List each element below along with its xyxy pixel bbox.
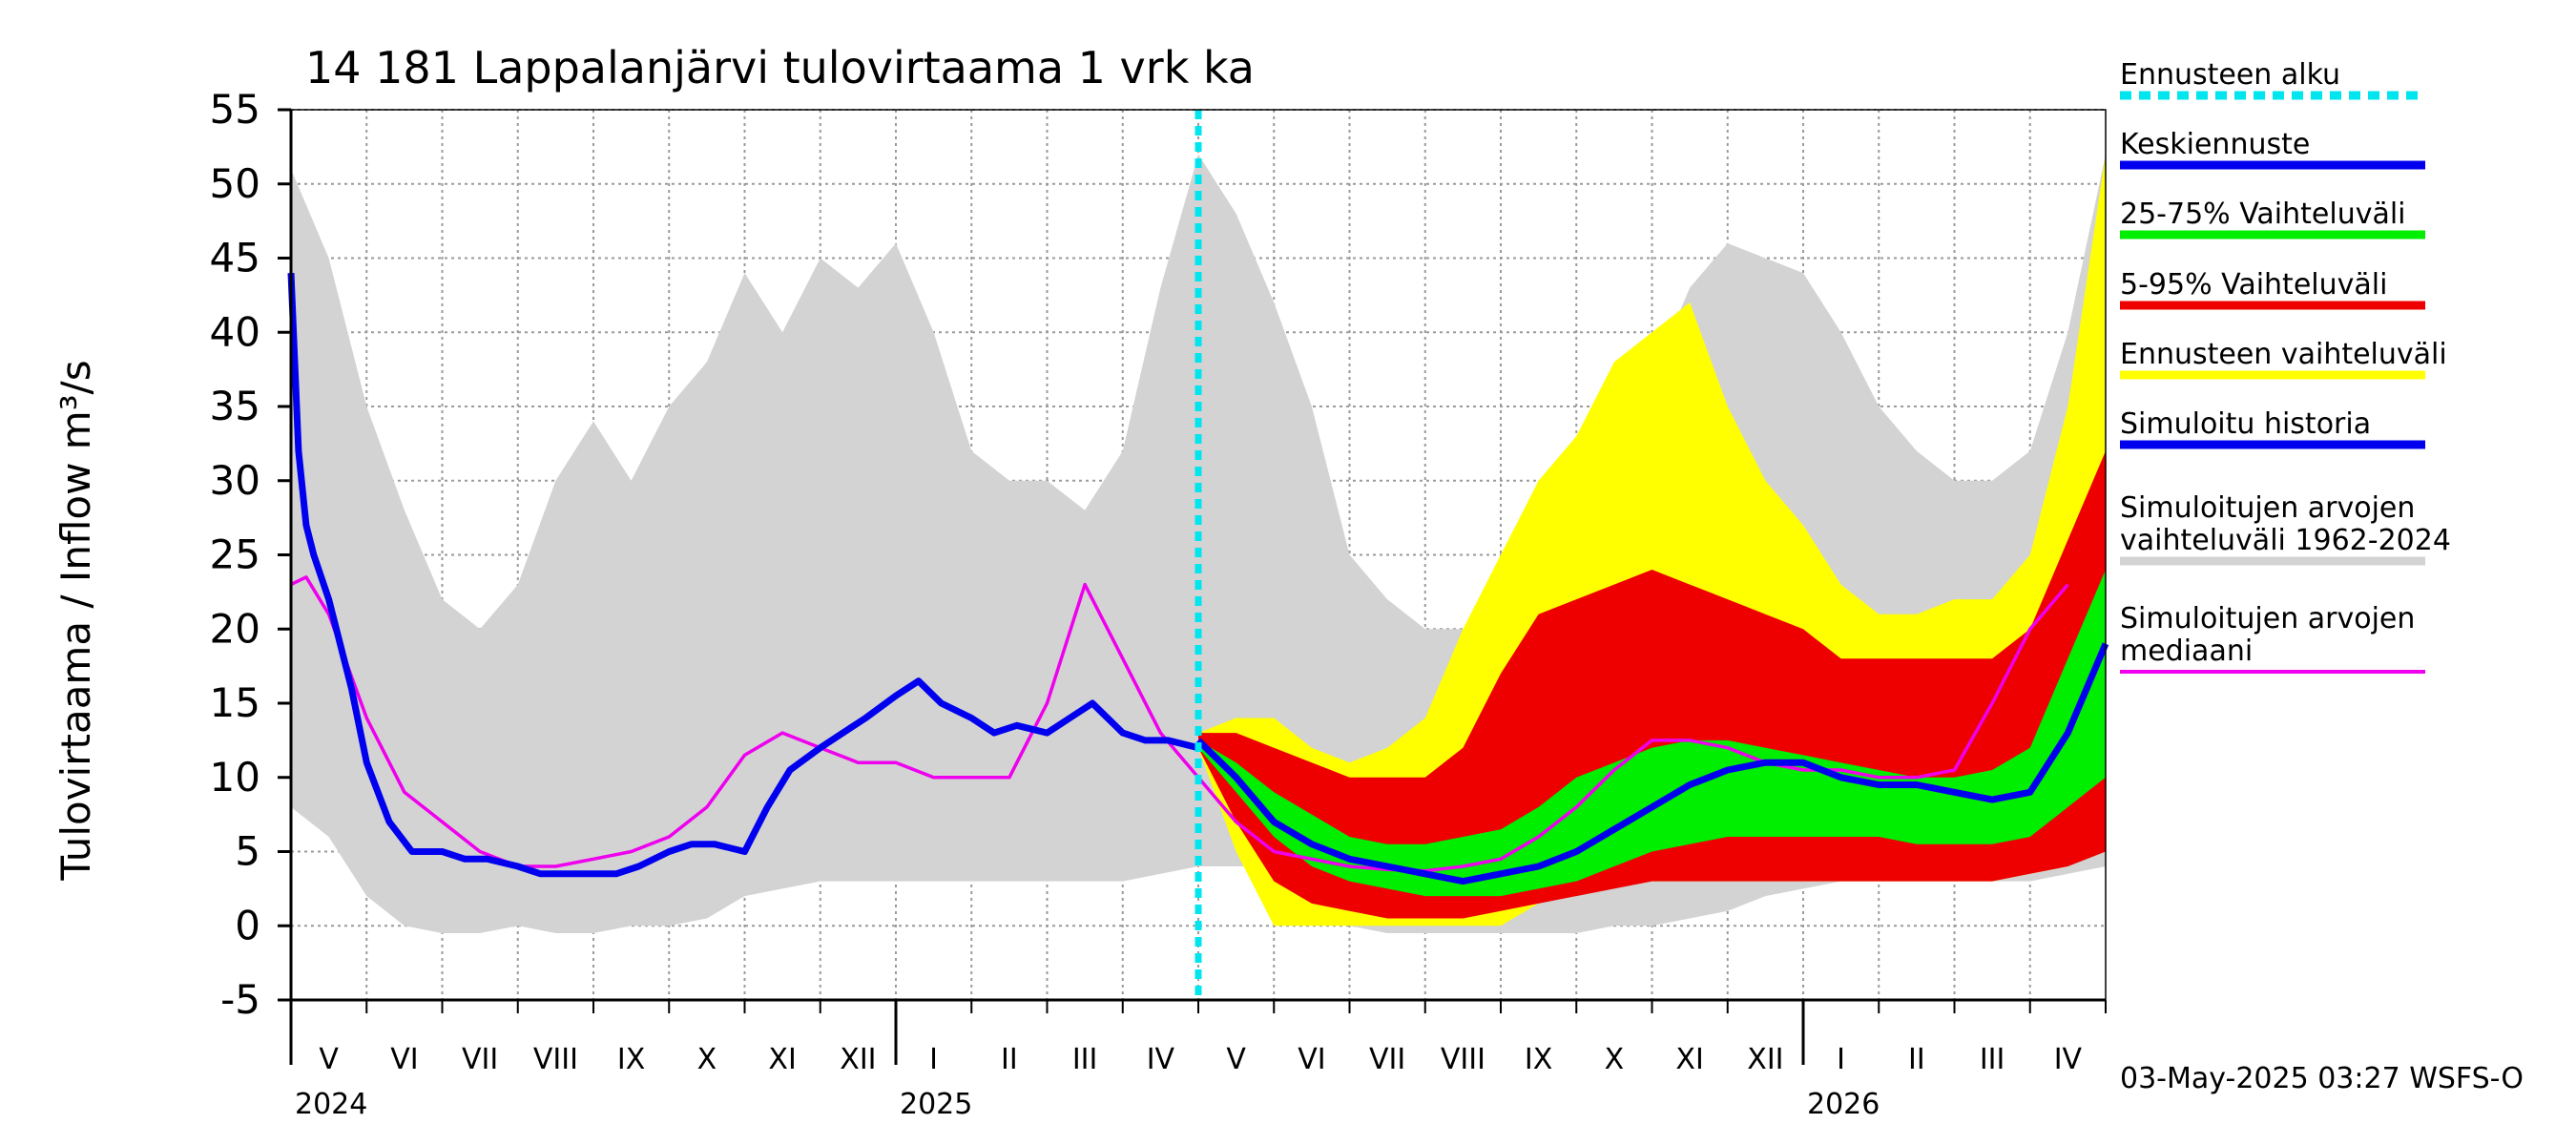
month-label-9: II xyxy=(1001,1043,1018,1076)
month-label-6: XI xyxy=(768,1043,796,1076)
ytick-label-55: 55 xyxy=(210,86,260,133)
month-label-13: VI xyxy=(1298,1043,1325,1076)
legend-label-6: Simuloitujen arvojen xyxy=(2120,491,2415,525)
ytick-label-5: 5 xyxy=(235,828,260,875)
forecast-25-75-area xyxy=(1198,570,2106,897)
month-label-20: I xyxy=(1837,1043,1845,1076)
ytick-label-30: 30 xyxy=(210,457,260,504)
mean-forecast-line xyxy=(1195,642,2109,885)
ytick-label-25: 25 xyxy=(210,531,260,578)
month-label-11: IV xyxy=(1147,1043,1175,1076)
ytick-label-0: 0 xyxy=(235,902,260,948)
month-label-2: VII xyxy=(462,1043,498,1076)
month-label-0: V xyxy=(319,1043,339,1076)
footer-timestamp: 03-May-2025 03:27 WSFS-O xyxy=(2120,1062,2524,1095)
month-label-16: IX xyxy=(1525,1043,1552,1076)
year-label-2: 2026 xyxy=(1807,1088,1880,1121)
month-label-1: VI xyxy=(390,1043,418,1076)
year-label-1: 2025 xyxy=(900,1088,972,1121)
month-label-17: X xyxy=(1605,1043,1625,1076)
month-label-21: II xyxy=(1908,1043,1925,1076)
data-areas xyxy=(291,154,2106,933)
ytick-label-10: 10 xyxy=(210,754,260,801)
month-label-5: X xyxy=(697,1043,717,1076)
ytick-label--5: -5 xyxy=(220,976,260,1023)
y-axis-label: Tulovirtaama / Inflow m³/s xyxy=(52,360,99,881)
month-label-4: IX xyxy=(617,1043,645,1076)
legend-label-5: Simuloitu historia xyxy=(2120,407,2371,441)
month-label-14: VII xyxy=(1369,1043,1405,1076)
x-axis: V VI VII VIII IX X XI XII I II III IV V VI VII VIII IX X X… xyxy=(289,1000,2107,1121)
ytick-label-45: 45 xyxy=(210,235,260,281)
month-label-19: XII xyxy=(1747,1043,1783,1076)
month-label-15: VIII xyxy=(1441,1043,1485,1076)
month-label-18: XI xyxy=(1675,1043,1703,1076)
ytick-label-40: 40 xyxy=(210,308,260,355)
month-label-22: III xyxy=(1980,1043,2005,1076)
legend-label-3: 5-95% Vaihteluväli xyxy=(2120,268,2387,302)
month-label-7: XII xyxy=(840,1043,876,1076)
simulated-history-line xyxy=(287,272,1199,878)
y-axis-ticks: -5 0 5 10 15 20 25 30 35 40 45 50 55 xyxy=(210,86,291,1023)
month-label-12: V xyxy=(1226,1043,1246,1076)
ytick-label-35: 35 xyxy=(210,383,260,429)
legend-label-7: Simuloitujen arvojen xyxy=(2120,602,2415,635)
legend-label-4: Ennusteen vaihteluväli xyxy=(2120,338,2447,371)
month-label-10: III xyxy=(1072,1043,1098,1076)
data-lines xyxy=(287,110,2109,1000)
ytick-label-50: 50 xyxy=(210,160,260,207)
chart-title: 14 181 Lappalanjärvi tulovirtaama 1 vrk … xyxy=(305,42,1255,94)
month-label-8: I xyxy=(929,1043,938,1076)
legend: Ennusteen alku Keskiennuste 25-75% Vaihtel… xyxy=(2120,58,2451,674)
legend-label2-6: vaihteluväli 1962-2024 xyxy=(2120,524,2451,557)
year-label-0: 2024 xyxy=(295,1088,367,1121)
legend-label-1: Keskiennuste xyxy=(2120,128,2310,161)
ytick-label-15: 15 xyxy=(210,679,260,726)
legend-label2-7: mediaani xyxy=(2120,635,2253,668)
legend-label-2: 25-75% Vaihteluväli xyxy=(2120,198,2406,231)
legend-label-0: Ennusteen alku xyxy=(2120,58,2340,92)
month-label-23: IV xyxy=(2054,1043,2083,1076)
month-label-3: VIII xyxy=(533,1043,578,1076)
ytick-label-20: 20 xyxy=(210,605,260,652)
